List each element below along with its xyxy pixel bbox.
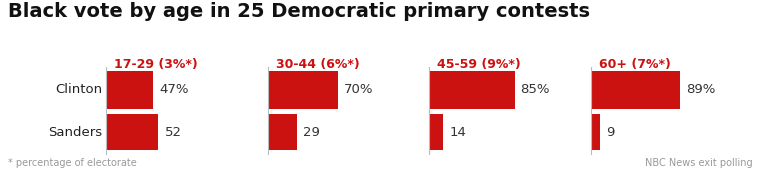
Text: 85%: 85% [521, 83, 550, 96]
Text: 14: 14 [449, 126, 467, 139]
Text: 29: 29 [303, 126, 320, 139]
Text: 9: 9 [606, 126, 614, 139]
Text: NBC News exit polling: NBC News exit polling [644, 158, 752, 168]
Text: 45-59 (9%*): 45-59 (9%*) [438, 58, 521, 71]
Text: 52: 52 [165, 126, 182, 139]
Text: 89%: 89% [686, 83, 715, 96]
Text: 60+ (7%*): 60+ (7%*) [599, 58, 671, 71]
Text: 30-44 (6%*): 30-44 (6%*) [276, 58, 359, 71]
Text: * percentage of electorate: * percentage of electorate [8, 158, 136, 168]
Text: Black vote by age in 25 Democratic primary contests: Black vote by age in 25 Democratic prima… [8, 2, 590, 21]
Text: Clinton: Clinton [55, 83, 103, 96]
Text: 47%: 47% [160, 83, 189, 96]
Text: 17-29 (3%*): 17-29 (3%*) [115, 58, 198, 71]
Text: 70%: 70% [344, 83, 374, 96]
Text: Sanders: Sanders [49, 126, 103, 139]
